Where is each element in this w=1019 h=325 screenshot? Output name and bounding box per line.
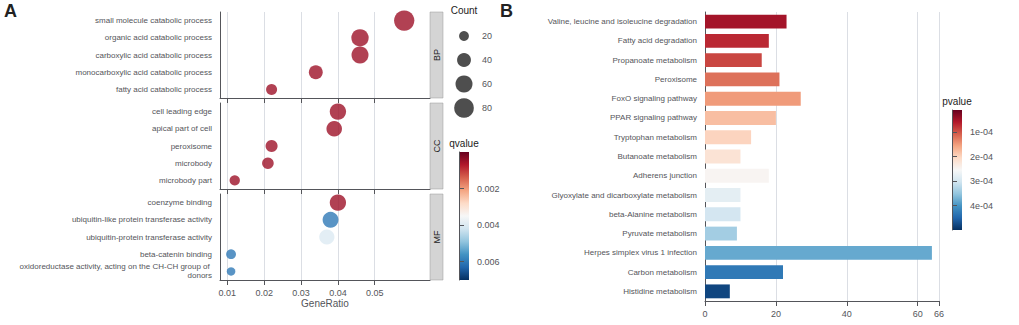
svg-text:3e-04: 3e-04 <box>970 176 993 186</box>
svg-text:0.01: 0.01 <box>219 288 237 298</box>
svg-text:20: 20 <box>771 309 781 319</box>
svg-text:CC: CC <box>432 139 442 152</box>
svg-text:coenzyme binding: coenzyme binding <box>148 198 212 207</box>
svg-text:0.03: 0.03 <box>292 288 310 298</box>
svg-text:2e-04: 2e-04 <box>970 152 993 162</box>
svg-text:4e-04: 4e-04 <box>970 201 993 211</box>
svg-text:0.006: 0.006 <box>477 257 500 267</box>
svg-text:ubiquitin-protein transferase: ubiquitin-protein transferase activity <box>86 233 212 242</box>
svg-text:MF: MF <box>432 230 442 243</box>
svg-text:organic acid catabolic process: organic acid catabolic process <box>105 33 212 42</box>
svg-text:GeneRatio: GeneRatio <box>301 298 349 309</box>
svg-text:1e-04: 1e-04 <box>970 127 993 137</box>
svg-text:Tryptophan metabolism: Tryptophan metabolism <box>614 133 698 142</box>
svg-text:microbody: microbody <box>175 159 212 168</box>
svg-text:small molecule catabolic proce: small molecule catabolic process <box>95 16 212 25</box>
svg-text:Butanoate metabolism: Butanoate metabolism <box>617 152 697 161</box>
svg-text:ubiquitin-like protein transfe: ubiquitin-like protein transferase activ… <box>72 215 212 224</box>
svg-text:FoxO signaling pathway: FoxO signaling pathway <box>612 94 697 103</box>
svg-text:Valine, leucine and isoleucine: Valine, leucine and isoleucine degradati… <box>548 17 697 26</box>
svg-text:cell leading edge: cell leading edge <box>152 107 213 116</box>
svg-text:oxidoreductase activity, actin: oxidoreductase activity, acting on the C… <box>20 262 212 271</box>
svg-text:Carbon metabolism: Carbon metabolism <box>628 268 698 277</box>
svg-text:0.004: 0.004 <box>477 220 500 230</box>
svg-text:60: 60 <box>482 79 492 89</box>
svg-text:40: 40 <box>842 309 852 319</box>
svg-text:0.04: 0.04 <box>329 288 347 298</box>
svg-text:0.002: 0.002 <box>477 184 500 194</box>
svg-text:0: 0 <box>702 309 707 319</box>
svg-text:80: 80 <box>482 103 492 113</box>
svg-text:apical part of cell: apical part of cell <box>152 124 212 133</box>
svg-text:beta-Alanine metabolism: beta-Alanine metabolism <box>609 210 697 219</box>
svg-text:Fatty acid degradation: Fatty acid degradation <box>618 36 697 45</box>
svg-text:pvalue: pvalue <box>942 96 972 107</box>
svg-text:peroxisome: peroxisome <box>171 142 213 151</box>
svg-text:Count: Count <box>451 5 478 16</box>
svg-text:Pyruvate metabolism: Pyruvate metabolism <box>622 229 697 238</box>
svg-text:Glyoxylate and dicarboxylate m: Glyoxylate and dicarboxylate metabolism <box>552 191 698 200</box>
svg-text:60: 60 <box>913 309 923 319</box>
svg-text:BP: BP <box>432 49 442 61</box>
svg-text:carboxylic acid catabolic proc: carboxylic acid catabolic process <box>96 51 213 60</box>
svg-text:B: B <box>500 1 513 21</box>
svg-text:microbody part: microbody part <box>159 176 213 185</box>
svg-text:40: 40 <box>482 55 492 65</box>
svg-text:monocarboxylic acid catabolic: monocarboxylic acid catabolic process <box>75 68 212 77</box>
svg-text:20: 20 <box>482 31 492 41</box>
svg-text:Herpes simplex virus 1 infecti: Herpes simplex virus 1 infection <box>584 248 697 257</box>
svg-text:fatty acid catabolic process: fatty acid catabolic process <box>116 85 212 94</box>
svg-text:66: 66 <box>934 309 944 319</box>
svg-text:A: A <box>4 1 17 21</box>
svg-text:0.02: 0.02 <box>255 288 273 298</box>
svg-text:PPAR signaling pathway: PPAR signaling pathway <box>610 113 697 122</box>
svg-text:Histidine metabolism: Histidine metabolism <box>623 287 697 296</box>
svg-text:beta-catenin binding: beta-catenin binding <box>140 250 212 259</box>
svg-text:0.05: 0.05 <box>366 288 384 298</box>
svg-text:Propanoate metabolism: Propanoate metabolism <box>613 56 698 65</box>
svg-text:Peroxisome: Peroxisome <box>655 75 698 84</box>
svg-text:donors: donors <box>188 271 212 280</box>
svg-text:qvalue: qvalue <box>449 138 479 149</box>
svg-text:Adherens junction: Adherens junction <box>633 171 697 180</box>
